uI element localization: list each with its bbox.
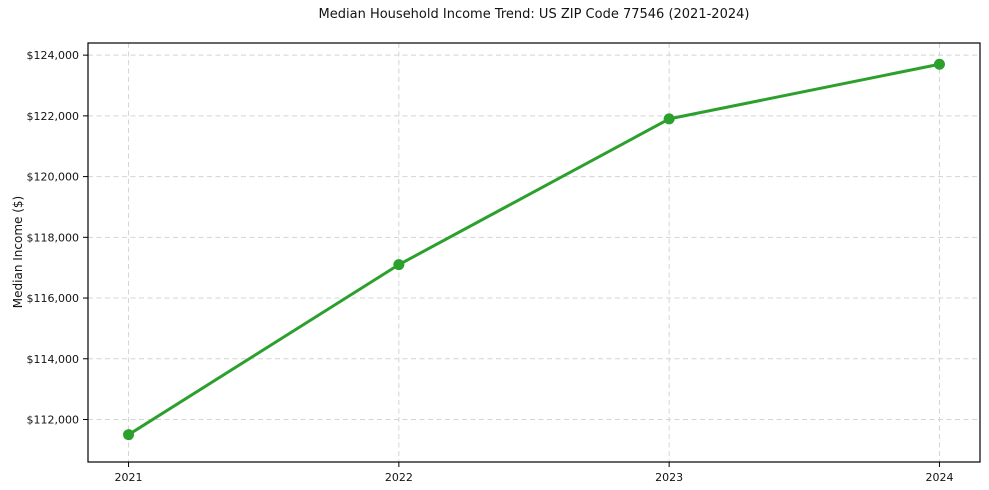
y-tick-label: $112,000 bbox=[27, 413, 80, 426]
data-point-marker bbox=[393, 259, 405, 271]
y-tick-label: $120,000 bbox=[27, 171, 80, 184]
x-tick-label: 2022 bbox=[385, 471, 413, 484]
data-point-marker bbox=[663, 113, 675, 125]
y-tick-label: $114,000 bbox=[27, 353, 80, 366]
y-tick-label: $122,000 bbox=[27, 110, 80, 123]
y-tick-label: $116,000 bbox=[27, 292, 80, 305]
x-tick-label: 2021 bbox=[115, 471, 143, 484]
data-point-marker bbox=[123, 429, 135, 441]
trend-line bbox=[127, 62, 941, 437]
y-tick-label: $118,000 bbox=[27, 231, 80, 244]
data-point-marker bbox=[933, 58, 945, 70]
plot-border bbox=[87, 42, 981, 463]
chart-title: Median Household Income Trend: US ZIP Co… bbox=[318, 7, 750, 22]
x-tick-label: 2024 bbox=[925, 471, 953, 484]
x-tick-label: 2023 bbox=[655, 471, 683, 484]
y-tick-label: $124,000 bbox=[27, 49, 80, 62]
